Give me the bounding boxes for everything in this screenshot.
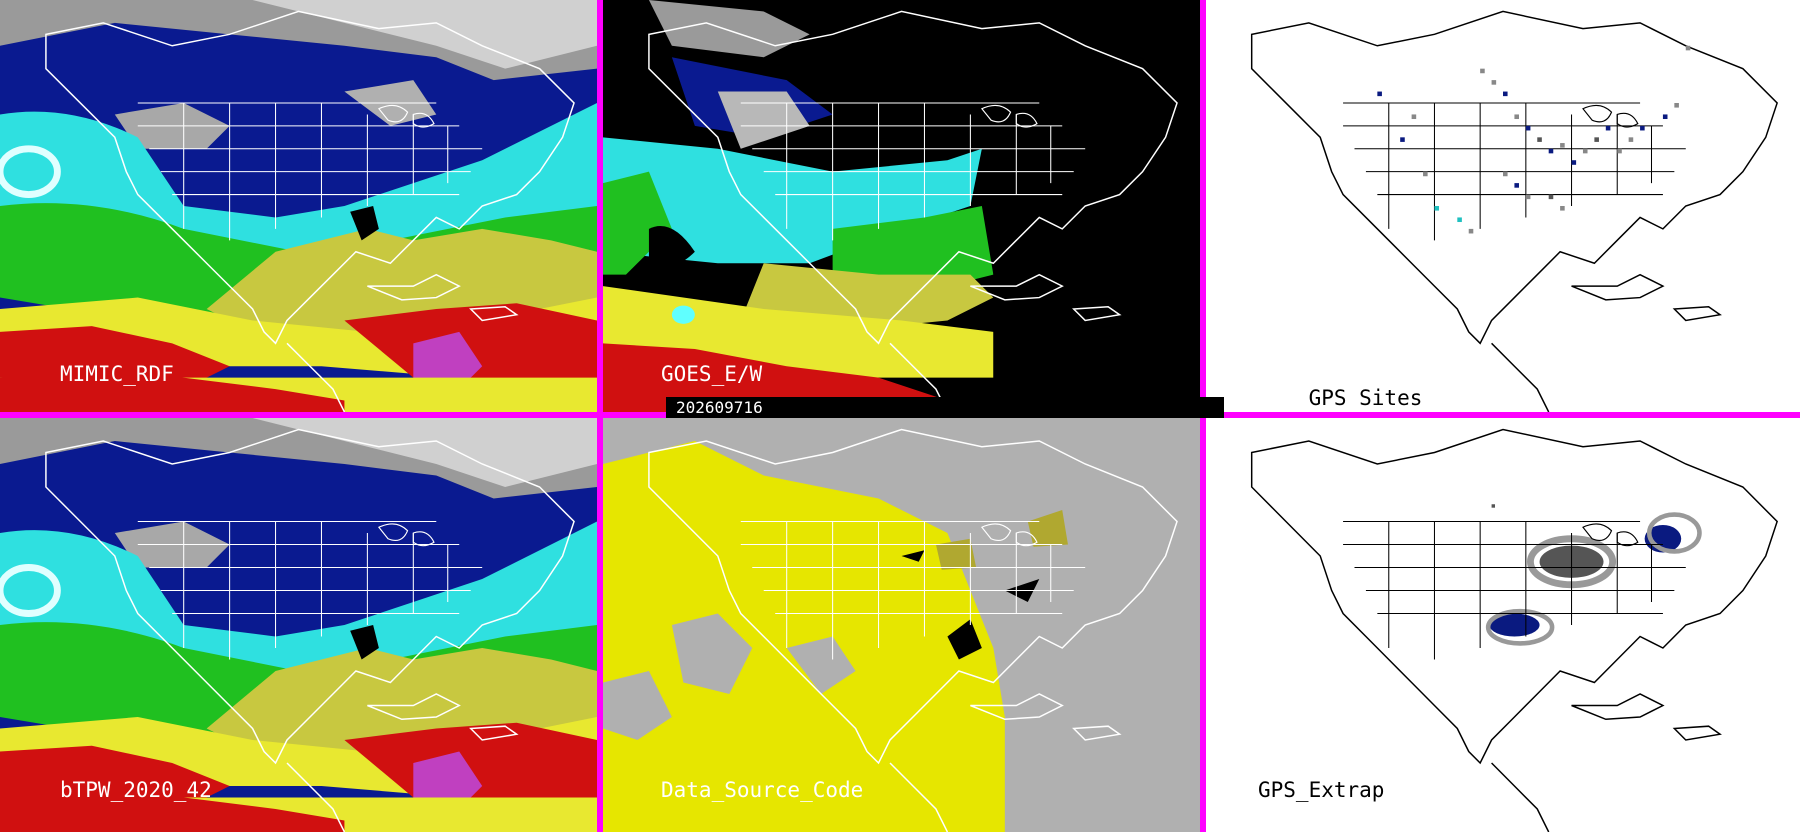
panel-label: MIMIC_RDF (60, 362, 174, 386)
gps-site-markers (1377, 45, 1691, 234)
panel-btpw: bTPW_2020_42 (0, 418, 597, 832)
panel-label: bTPW_2020_42 (60, 778, 212, 802)
tpw-map-btpw (0, 418, 597, 832)
panel-goes: GOES_E/W (603, 0, 1200, 412)
gps-extrap-map (1206, 418, 1800, 832)
panel-data-source: Data_Source_Code (603, 418, 1200, 832)
panel-label: GPS_Extrap (1258, 778, 1385, 802)
panel-mimic-rdf: MIMIC_RDF (0, 0, 597, 412)
data-source-map (603, 418, 1200, 832)
panel-label: Data_Source_Code (661, 778, 864, 802)
timestamp-bar: 202609716 (666, 397, 1224, 418)
panel-gps-extrap: GPS_Extrap (1206, 418, 1800, 832)
tpw-map-mimic (0, 0, 597, 412)
goes-map (603, 0, 1200, 412)
gps-sites-label: GPS Sites (1308, 386, 1423, 410)
panel-gps-sites: GPS Sites 136 (1206, 0, 1800, 412)
gps-sites-map (1206, 0, 1800, 412)
panel-label: GOES_E/W (661, 362, 763, 386)
